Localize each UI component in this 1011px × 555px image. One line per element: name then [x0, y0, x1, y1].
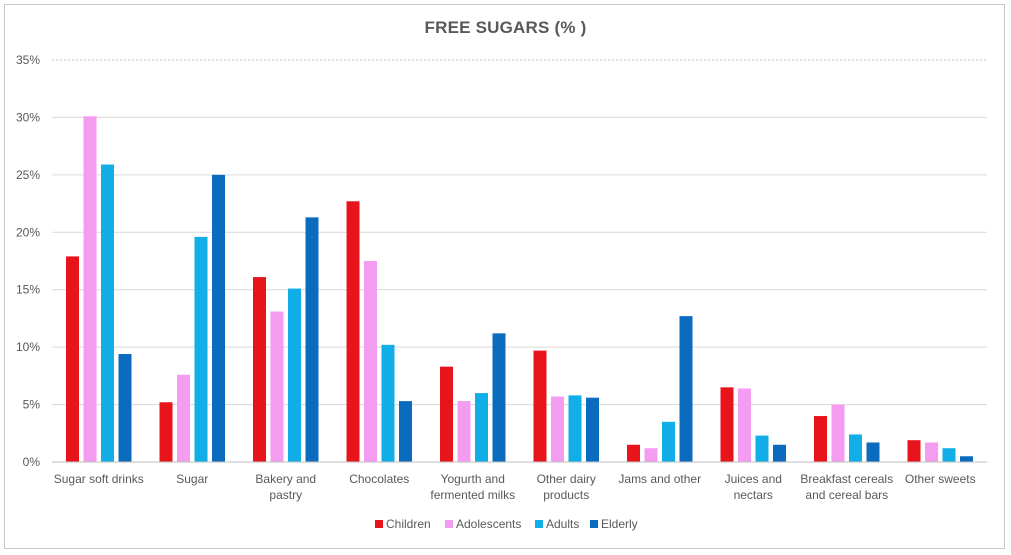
bar-elderly	[305, 217, 319, 462]
bar-elderly	[399, 401, 412, 462]
bar-adolescents	[270, 311, 284, 462]
bar-children	[627, 444, 640, 462]
bar-adolescents	[551, 396, 564, 462]
chart-title: FREE SUGARS (% )	[424, 18, 587, 37]
bar-children	[253, 277, 266, 462]
bar-children	[907, 440, 921, 462]
y-tick-label: 25%	[16, 168, 40, 182]
bar-adolescents	[738, 388, 751, 462]
bar-adults	[194, 236, 208, 462]
x-tick-label: Other dairy products	[537, 472, 596, 502]
legend-label-children: Children	[386, 517, 431, 531]
bar-elderly	[960, 456, 973, 462]
bar-adults	[942, 448, 956, 462]
x-tick-label: Chocolates	[349, 472, 409, 486]
bar-elderly	[212, 174, 225, 462]
legend-swatch-children	[375, 520, 383, 528]
bar-children	[159, 402, 173, 462]
bar-elderly	[586, 397, 599, 462]
x-tick-label: Sugar soft drinks	[54, 472, 144, 486]
y-tick-label: 35%	[16, 53, 40, 67]
bar-adolescents	[177, 374, 190, 462]
bar-adolescents	[364, 261, 377, 462]
bar-elderly	[492, 333, 506, 462]
bar-adolescents	[831, 404, 845, 462]
bar-adolescents	[925, 442, 938, 462]
x-tick-label: Jams and other	[618, 472, 701, 486]
y-tick-label: 5%	[23, 398, 41, 412]
bar-adolescents	[457, 401, 471, 462]
legend-label-adults: Adults	[546, 517, 579, 531]
bar-elderly	[773, 444, 786, 462]
y-tick-label: 30%	[16, 110, 40, 124]
bar-children	[814, 416, 827, 462]
legend-swatch-adolescents	[445, 520, 453, 528]
bar-adolescents	[83, 116, 97, 462]
bar-adults	[475, 393, 488, 462]
bar-children	[533, 350, 547, 462]
bar-elderly	[866, 442, 880, 462]
bar-adults	[849, 434, 862, 462]
x-tick-label: Sugar	[176, 472, 208, 486]
legend-label-elderly: Elderly	[601, 517, 638, 531]
legend-label-adolescents: Adolescents	[456, 517, 521, 531]
bar-adults	[381, 344, 395, 462]
bar-adults	[755, 435, 769, 462]
bar-adolescents	[644, 448, 658, 462]
bar-adults	[288, 288, 301, 462]
legend-swatch-adults	[535, 520, 543, 528]
bar-adults	[568, 395, 582, 462]
bar-children	[720, 387, 734, 462]
y-tick-label: 15%	[16, 283, 40, 297]
y-tick-label: 20%	[16, 225, 40, 239]
bar-children	[440, 366, 453, 462]
bar-elderly	[679, 316, 693, 462]
x-tick-label: Bakery and pastry	[255, 472, 316, 502]
x-tick-label: Breakfast cereals and cereal bars	[800, 472, 893, 502]
x-tick-label: Juices and nectars	[725, 472, 782, 502]
bar-adults	[662, 421, 675, 462]
x-tick-label: Other sweets	[905, 472, 976, 486]
x-tick-label: Yogurth and fermented milks	[430, 472, 515, 502]
gridlines	[52, 59, 987, 406]
y-axis-ticks: 0% 5% 10% 15% 20% 25% 30% 35%	[16, 53, 40, 469]
y-tick-label: 0%	[23, 455, 41, 469]
y-tick-label: 10%	[16, 340, 40, 354]
bar-adults	[101, 164, 114, 462]
bars	[66, 116, 973, 462]
bar-elderly	[118, 354, 132, 462]
bar-children	[66, 256, 79, 462]
legend-swatch-elderly	[590, 520, 598, 528]
category-labels: Sugar soft drinks Sugar Bakery and pastry Ch…	[54, 472, 976, 502]
bar-children	[346, 201, 360, 462]
legend: Children Adolescents Adults Elderly	[375, 517, 638, 531]
